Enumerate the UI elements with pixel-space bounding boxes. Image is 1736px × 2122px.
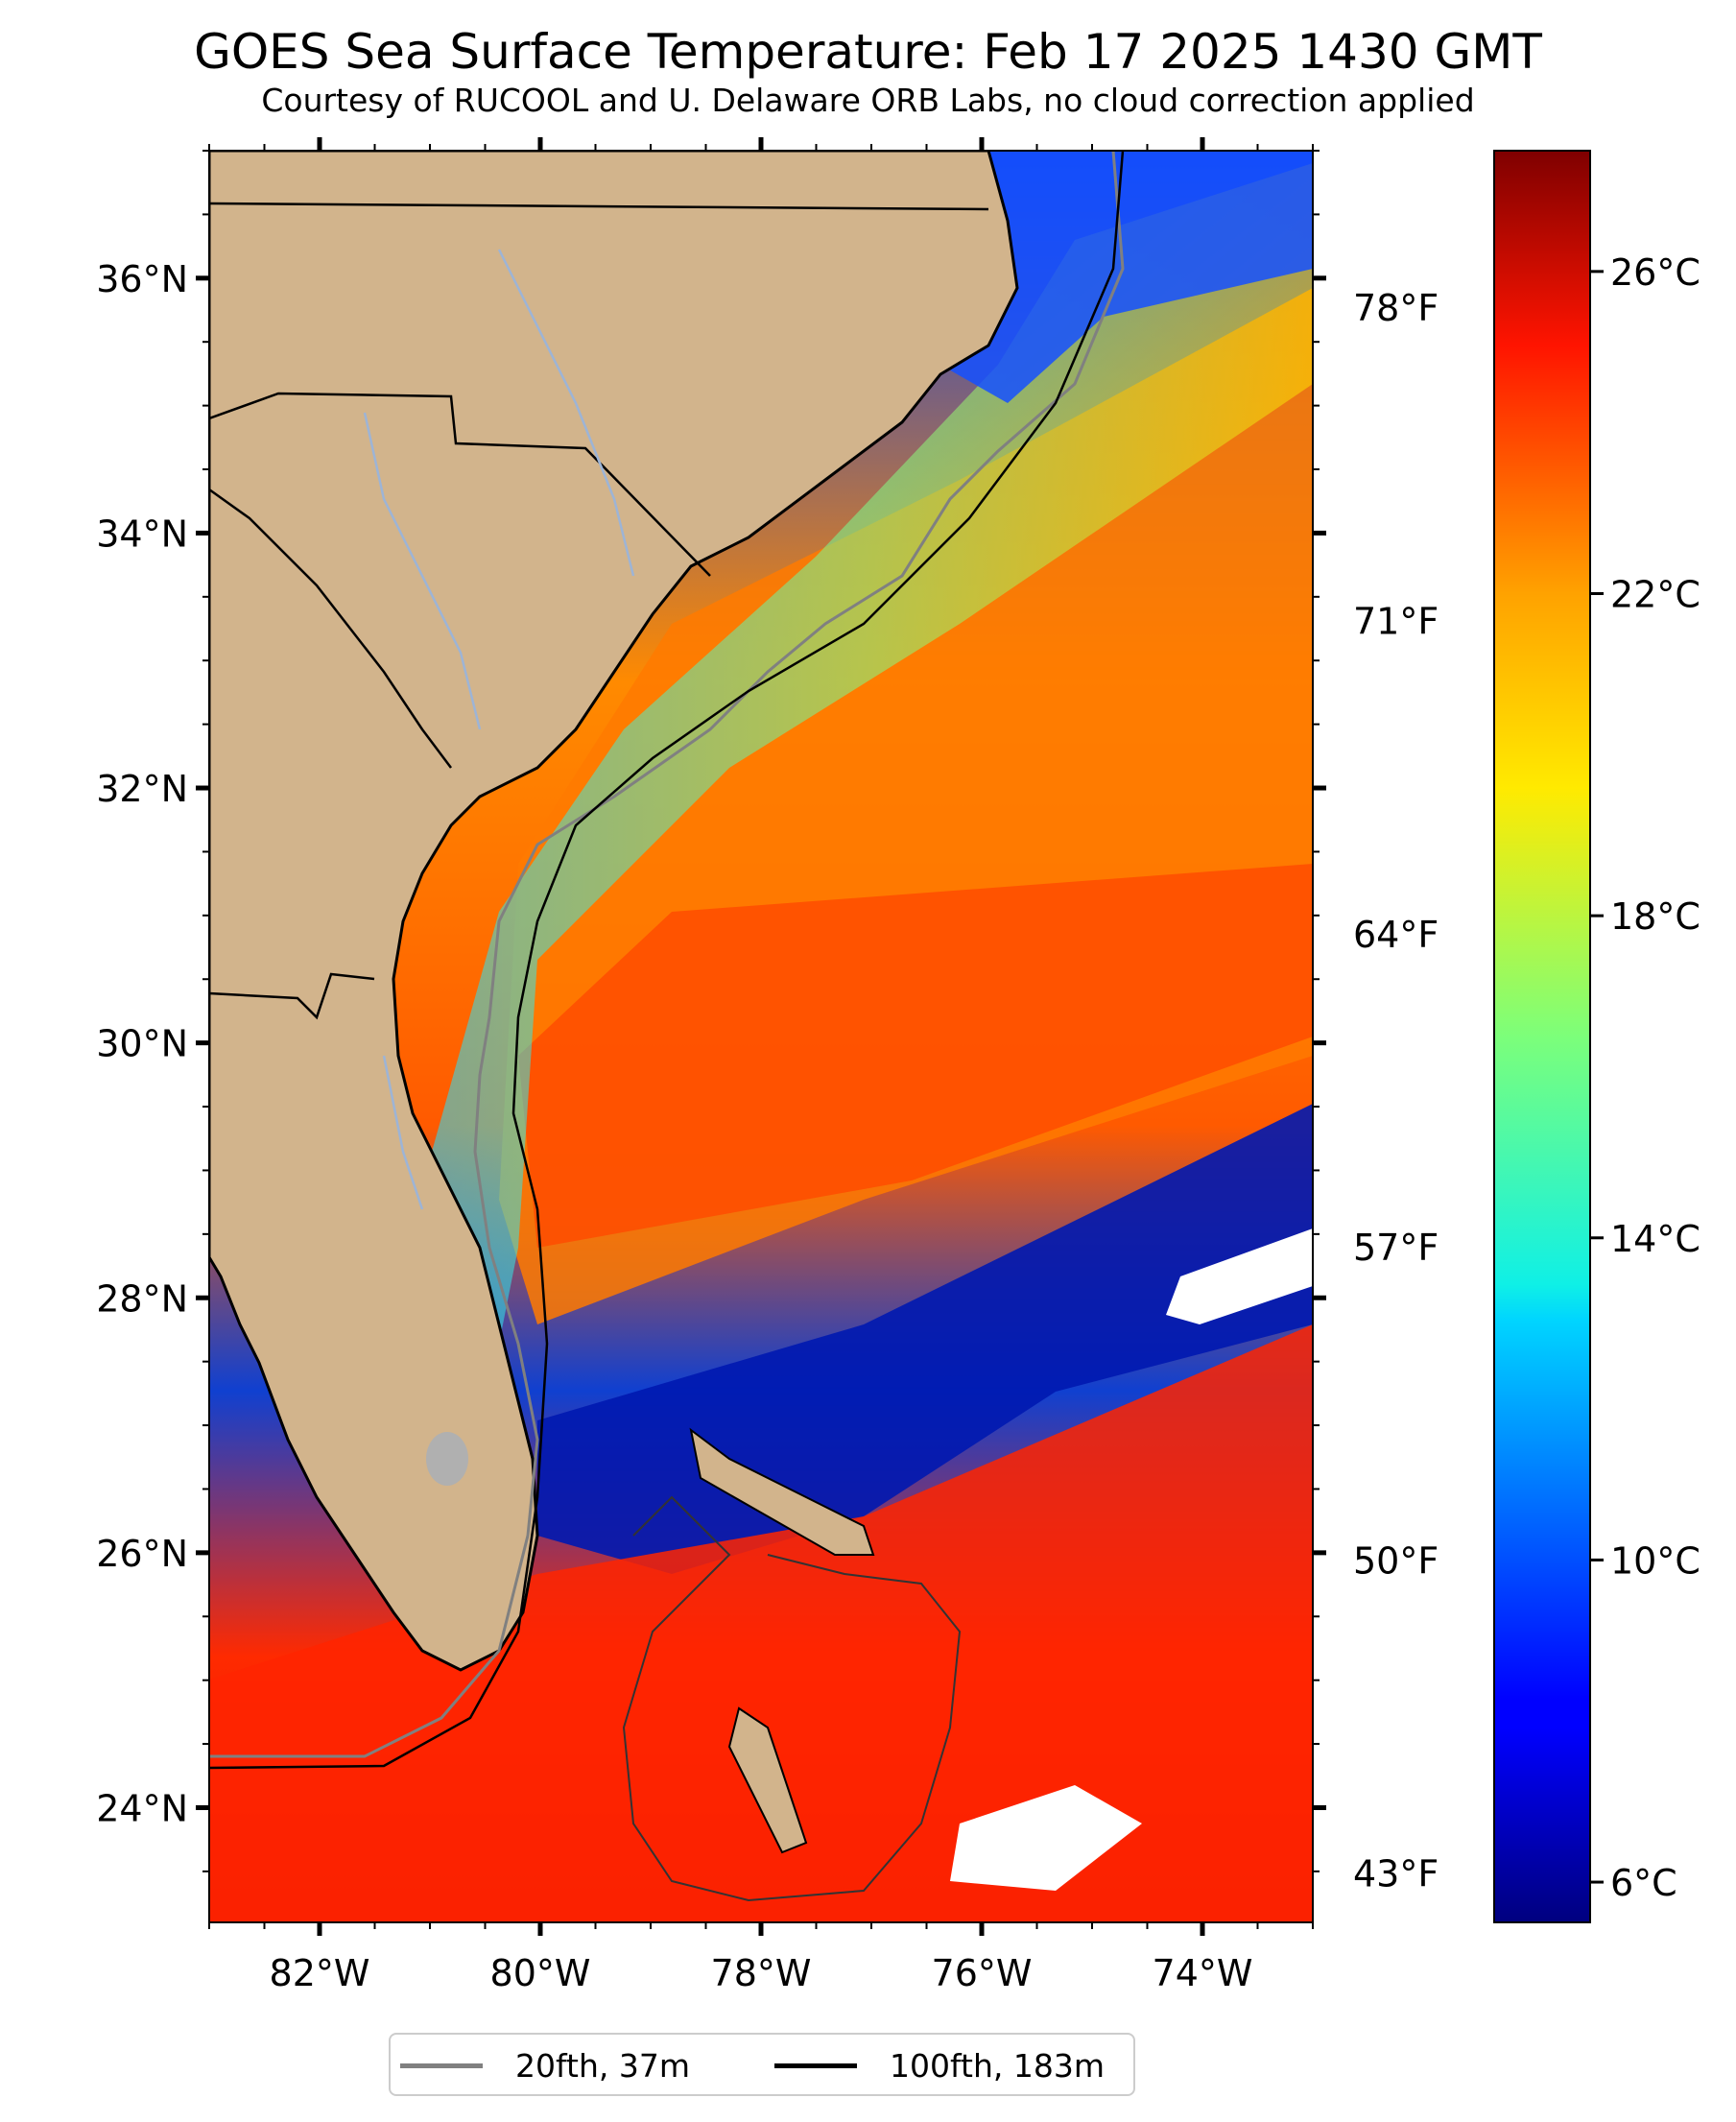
cloud-patch [1166,1228,1313,1324]
legend-item-100fth: 100fth, 183m [774,2044,1105,2086]
warm-core [518,864,1313,1248]
lon-tick-label: 74°W [1153,1952,1253,1994]
colorbar-tick-label: 26°C [1610,251,1700,294]
state-border [209,392,711,577]
cold-band [537,1104,1313,1574]
lon-tick-label: 76°W [932,1952,1033,1994]
state-border [209,972,375,1020]
isobath-100fth [209,151,1125,1770]
fahrenheit-tick-label: 64°F [1353,914,1439,956]
shelf-waters [422,163,1313,1459]
river [363,412,482,730]
fahrenheit-axis: 78°F 71°F 64°F 57°F 50°F 43°F [1353,287,1439,1895]
fahrenheit-tick-label: 50°F [1353,1539,1439,1582]
page-subtitle: Courtesy of RUCOOL and U. Delaware ORB L… [261,82,1475,119]
lat-tick-label: 28°N [96,1277,188,1320]
colorbar-tick-label: 6°C [1610,1862,1677,1904]
state-border [209,202,989,211]
legend-swatch-20fth [400,2062,483,2068]
isobath-100fth [622,1495,962,1902]
fahrenheit-tick-label: 78°F [1353,287,1439,329]
lon-tick-label: 82°W [270,1952,370,1994]
legend-swatch-100fth [774,2062,857,2068]
lon-tick-label: 80°W [490,1952,591,1994]
cloud-patch [950,1785,1142,1891]
legend-item-20fth: 20fth, 37m [400,2044,690,2086]
latitude-axis: 36°N 34°N 32°N 30°N 28°N 26°N 24°N [96,150,1326,1872]
lat-tick-label: 24°N [96,1787,188,1829]
bahamas-island [727,1706,808,1854]
isobath-20fth [209,151,1125,1758]
lat-tick-label: 30°N [96,1023,188,1065]
page-title: GOES Sea Surface Temperature: Feb 17 202… [194,24,1542,80]
colorbar-tick-label: 14°C [1610,1218,1700,1260]
state-border [209,488,452,769]
fahrenheit-tick-label: 57°F [1353,1227,1439,1269]
lat-tick-label: 26°N [96,1533,188,1575]
fahrenheit-tick-label: 71°F [1353,600,1439,642]
southern-warm-water [209,1324,1313,1922]
colorbar-tick-label: 18°C [1610,895,1700,938]
colorbar-ticks: 26°C 22°C 18°C 14°C 10°C 6°C [1590,251,1700,1904]
lat-tick-label: 36°N [96,258,188,300]
legend: 20fth, 37m 100fth, 183m [389,2033,1135,2096]
colorbar-tick-label: 22°C [1610,574,1700,616]
river [382,1055,424,1210]
fahrenheit-tick-label: 43°F [1353,1853,1439,1895]
legend-label-20fth: 20fth, 37m [515,2046,690,2085]
longitude-axis: 82°W 80°W 78°W 76°W 74°W [208,137,1314,1994]
lake-okeechobee [426,1432,468,1486]
colorbar [1493,150,1591,1923]
map-body [209,151,1313,1922]
cold-nearshore-northeast [940,151,1313,403]
land-mass [209,151,1019,1672]
bahamas-island [689,1427,875,1556]
legend-label-100fth: 100fth, 183m [890,2046,1105,2085]
lat-tick-label: 34°N [96,513,188,555]
colorbar-tick-label: 10°C [1610,1539,1700,1582]
river [497,249,635,577]
lon-tick-label: 78°W [711,1952,812,1994]
lat-tick-label: 32°N [96,768,188,810]
